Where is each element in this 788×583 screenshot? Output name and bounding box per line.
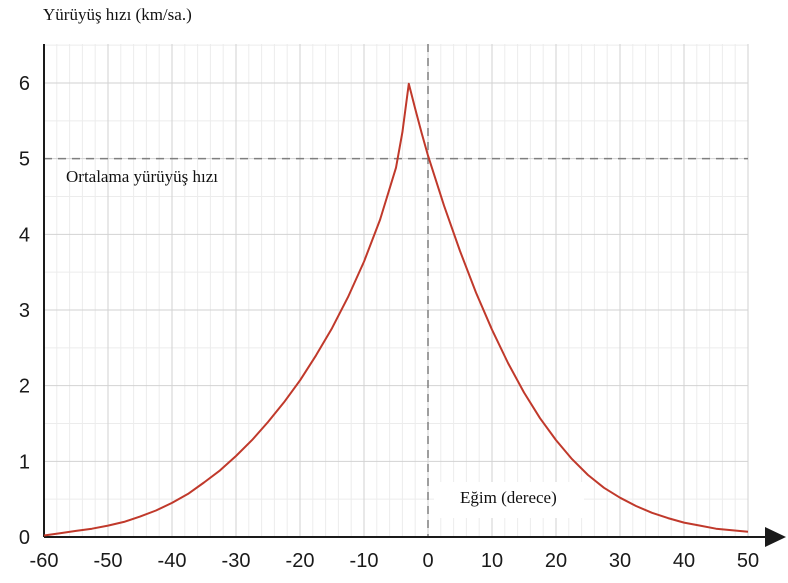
y-tick-labels: 0 1 2 3 4 5 6 [19,73,30,549]
y-tick-label: 0 [19,527,30,549]
x-tick-labels: -60 -50 -40 -30 -20 -10 0 10 20 30 40 50 [30,550,760,572]
x-tick-label: -30 [222,550,251,572]
minor-grid [44,44,748,537]
x-tick-label: -50 [94,550,123,572]
y-tick-label: 2 [19,376,30,398]
x-tick-label: 20 [545,550,567,572]
xlabel-background [434,482,584,518]
y-tick-label: 5 [19,149,30,171]
y-tick-label: 1 [19,451,30,473]
x-tick-label: 50 [737,550,759,572]
x-axis-label: Eğim (derece) [460,488,557,507]
y-tick-label: 6 [19,73,30,95]
major-grid [43,44,749,537]
x-tick-label: 40 [673,550,695,572]
x-tick-label: 10 [481,550,503,572]
series-layer [43,82,749,537]
axes [43,44,786,547]
walking-speed-curve [43,82,749,537]
x-axis-arrowhead [765,527,786,547]
x-tick-label: -40 [158,550,187,572]
x-tick-label: 30 [609,550,631,572]
x-tick-label: 0 [422,550,433,572]
x-tick-label: -10 [350,550,379,572]
average-speed-label: Ortalama yürüyüş hızı [66,167,218,186]
y-tick-label: 4 [19,224,30,246]
y-axis-label: Yürüyüş hızı (km/sa.) [43,5,192,24]
y-tick-label: 3 [19,300,30,322]
x-tick-label: -20 [286,550,315,572]
x-tick-label: -60 [30,550,59,572]
reference-lines [44,44,748,537]
